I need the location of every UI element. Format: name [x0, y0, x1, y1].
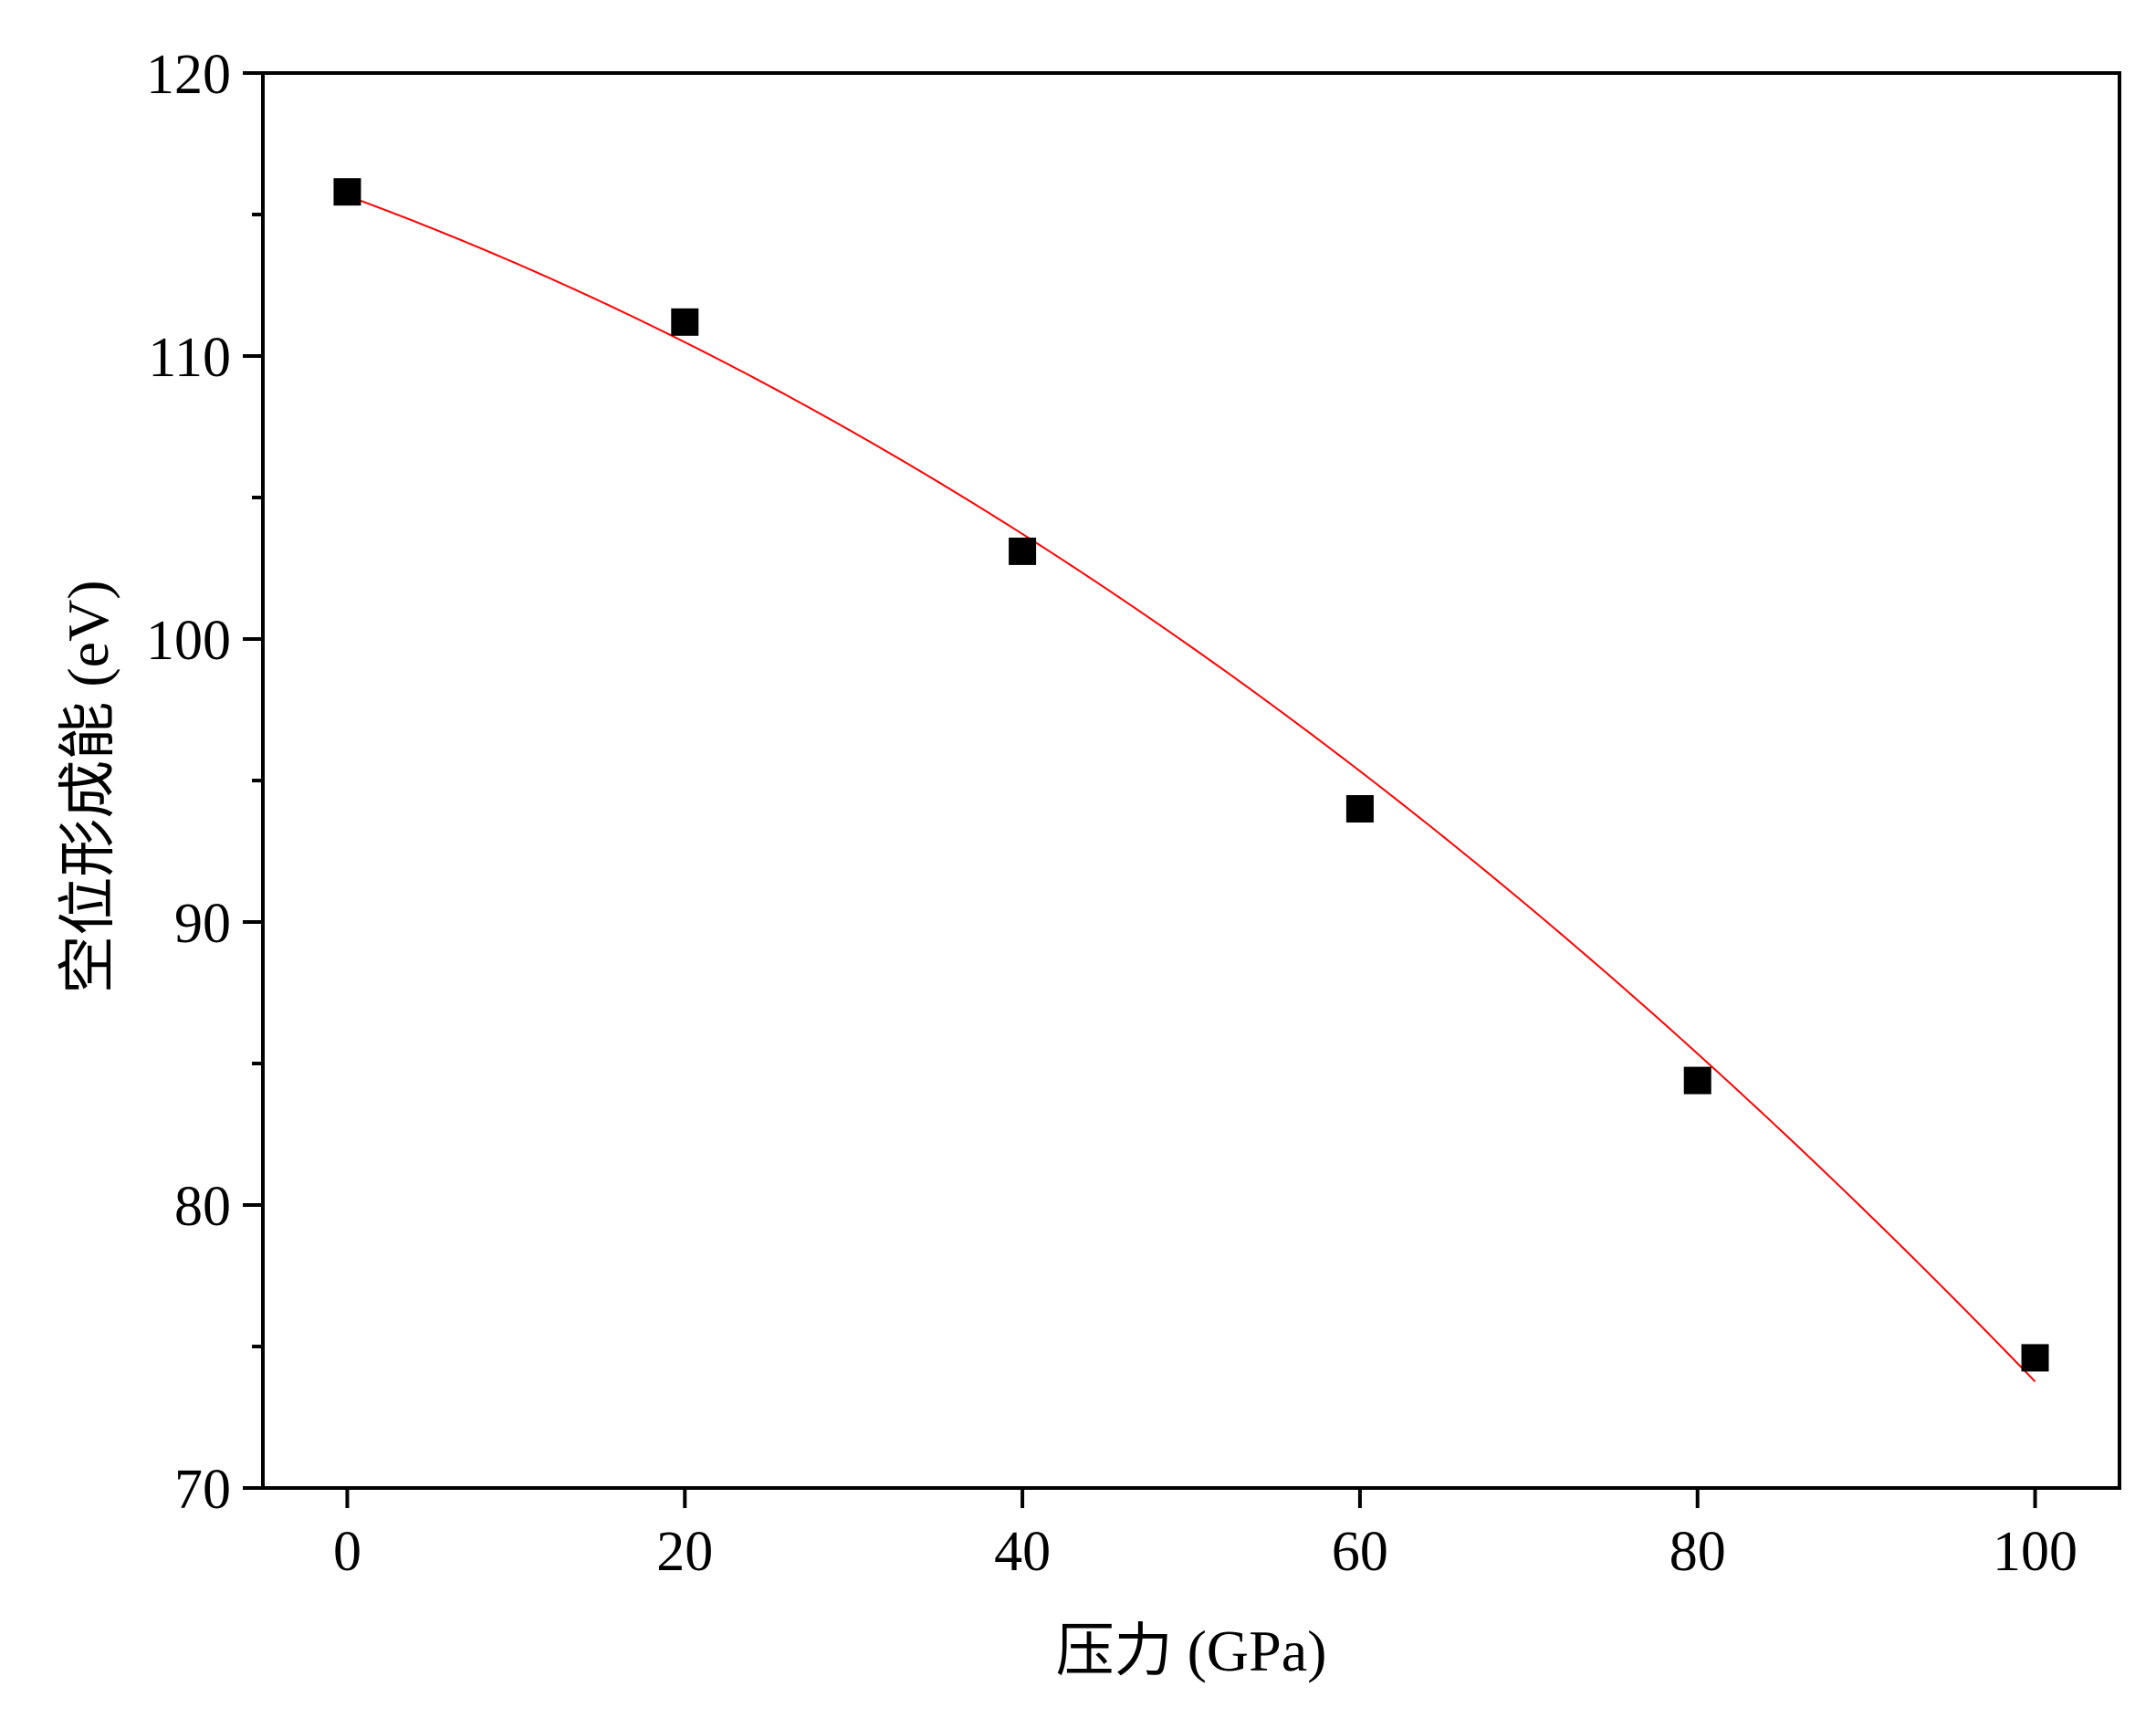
y-tick-label: 70	[174, 1459, 231, 1521]
x-tick-label: 60	[1332, 1521, 1388, 1583]
x-tick-label: 100	[1993, 1521, 2078, 1583]
x-tick-label: 20	[656, 1521, 713, 1583]
data-point	[671, 308, 699, 336]
plot-frame	[261, 71, 2121, 1490]
y-tick-label: 110	[148, 327, 231, 389]
y-tick-label: 80	[174, 1176, 231, 1238]
data-point	[333, 178, 361, 206]
y-tick-label: 90	[174, 893, 231, 955]
x-axis-ticks: 0 20 40 60 80 100	[333, 1488, 2078, 1583]
fit-curve	[347, 194, 2036, 1383]
y-tick-label: 120	[146, 44, 231, 106]
fit-curve-layer	[347, 194, 2036, 1383]
plot-border	[261, 71, 2121, 1490]
x-tick-label: 80	[1669, 1521, 1726, 1583]
y-tick-label: 100	[146, 610, 231, 672]
data-point	[1009, 537, 1037, 565]
data-point	[1345, 795, 1374, 823]
y-axis-ticks: 70 80 90 100 110 120	[146, 44, 263, 1521]
data-point	[2021, 1344, 2049, 1372]
x-axis-label: 压力 (GPa)	[1056, 1619, 1327, 1683]
x-tick-label: 0	[333, 1521, 361, 1583]
x-tick-label: 40	[994, 1521, 1051, 1583]
data-point	[1683, 1066, 1711, 1095]
y-axis-label: 空位形成能 (eV)	[56, 580, 120, 993]
data-points-layer	[333, 178, 2049, 1372]
